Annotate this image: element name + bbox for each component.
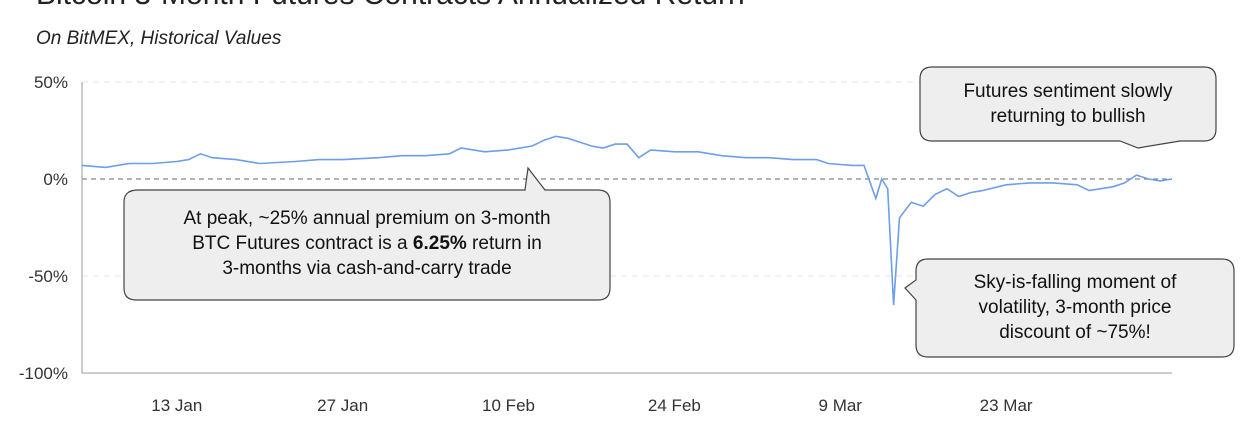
callout-text: discount of ~75%!	[999, 322, 1151, 343]
callout-crash-shape	[904, 258, 1235, 358]
y-tick-label: -100%	[19, 364, 68, 383]
x-tick-label: 24 Feb	[648, 396, 701, 415]
callout-recovery-shape	[919, 66, 1217, 149]
y-tick-label: 50%	[34, 73, 68, 92]
callout-recovery: Futures sentiment slowly returning to bu…	[920, 79, 1216, 129]
callout-text: BTC Futures contract is a 6.25% return i…	[192, 233, 542, 254]
callout-peak: At peak, ~25% annual premium on 3-month …	[124, 206, 610, 281]
chart-subtitle: On BitMEX, Historical Values	[36, 28, 282, 49]
series-line	[81, 135, 1173, 306]
callout-text: volatility, 3-month price	[978, 297, 1172, 318]
callout-crash: Sky-is-falling moment of volatility, 3-m…	[916, 270, 1234, 345]
chart-title: Bitcoin 3-Month Futures Contracts Annual…	[36, 0, 745, 12]
x-tick-label: 13 Jan	[151, 396, 202, 415]
x-tick-label: 23 Mar	[980, 396, 1033, 415]
x-tick-label: 10 Feb	[482, 396, 535, 415]
callout-peak-shape	[123, 166, 611, 301]
y-tick-label: 0%	[43, 170, 68, 189]
callout-text: At peak, ~25% annual premium on 3-month	[183, 208, 551, 229]
callout-text: 3-months via cash-and-carry trade	[222, 258, 512, 279]
callout-text: Futures sentiment slowly	[963, 81, 1173, 102]
x-tick-label: 9 Mar	[819, 396, 863, 415]
callout-text: Sky-is-falling moment of	[973, 272, 1177, 293]
x-tick-label: 27 Jan	[317, 396, 368, 415]
y-tick-label: -50%	[28, 267, 68, 286]
callout-text: returning to bullish	[990, 106, 1146, 127]
